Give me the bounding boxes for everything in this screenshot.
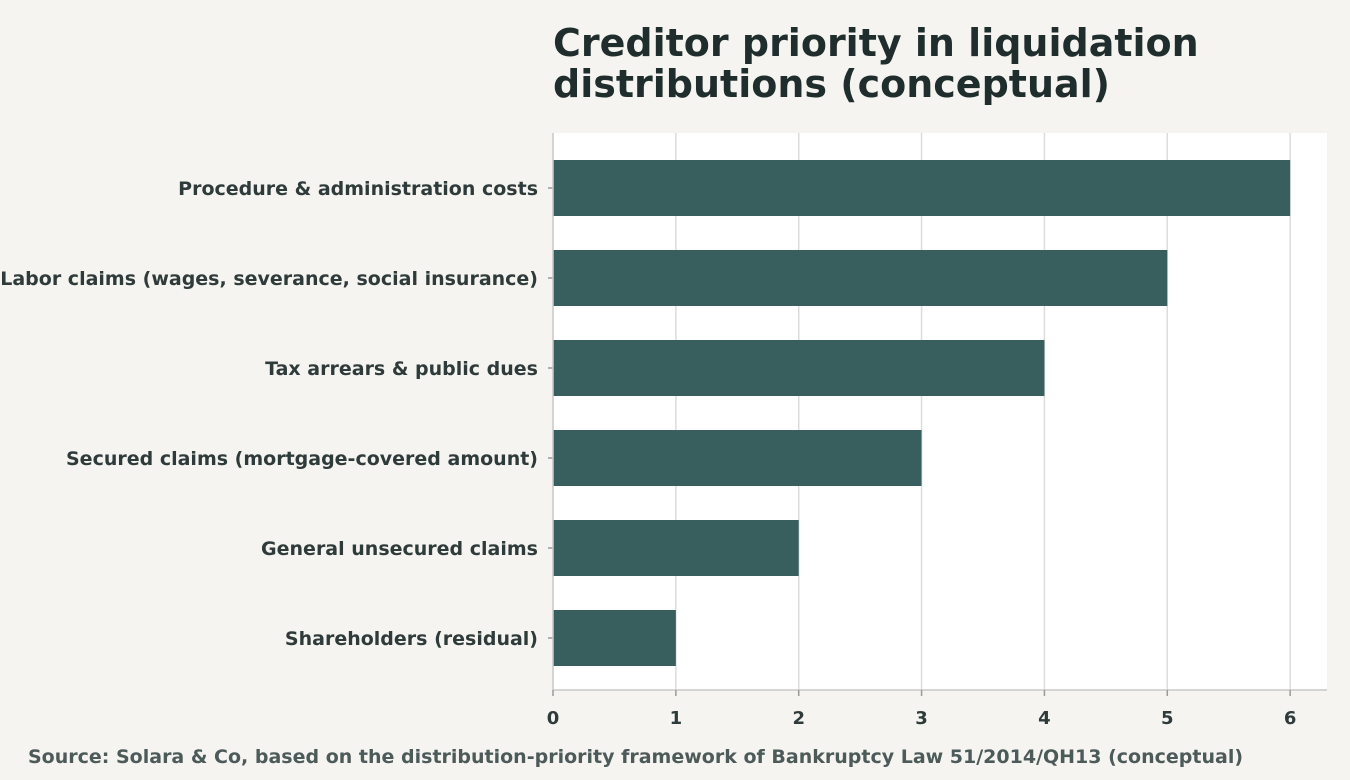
x-tick-label-5: 5: [1161, 708, 1174, 729]
category-label-4: General unsecured claims: [261, 538, 538, 560]
category-label-2: Tax arrears & public dues: [265, 358, 538, 380]
plot-area: [553, 133, 1327, 690]
category-label-0: Procedure & administration costs: [178, 178, 538, 200]
bar-5: [553, 610, 676, 666]
gridlines: [675, 133, 1291, 690]
x-tick-label-6: 6: [1284, 708, 1297, 729]
bar-3: [553, 430, 922, 486]
x-tick-label-4: 4: [1038, 708, 1051, 729]
category-label-1: Labor claims (wages, severance, social i…: [0, 268, 538, 290]
category-label-5: Shareholders (residual): [285, 628, 538, 650]
bars: [553, 160, 1291, 666]
x-axis: 0 1 2 3 4 5 6: [547, 133, 1327, 729]
x-tick-label-2: 2: [792, 708, 805, 729]
x-tick-label-1: 1: [670, 708, 683, 729]
bar-2: [553, 340, 1045, 396]
bar-0: [553, 160, 1291, 216]
bar-1: [553, 250, 1168, 306]
bar-4: [553, 520, 799, 576]
source-note: Source: Solara & Co, based on the distri…: [28, 746, 1243, 768]
x-tick-label-0: 0: [547, 708, 560, 729]
chart-title-line-2: distributions (conceptual): [553, 62, 1110, 106]
category-labels: Procedure & administration costs Labor cl…: [0, 178, 538, 650]
x-tick-label-3: 3: [915, 708, 928, 729]
chart-title-line-1: Creditor priority in liquidation: [553, 21, 1199, 65]
category-label-3: Secured claims (mortgage-covered amount): [66, 448, 538, 470]
